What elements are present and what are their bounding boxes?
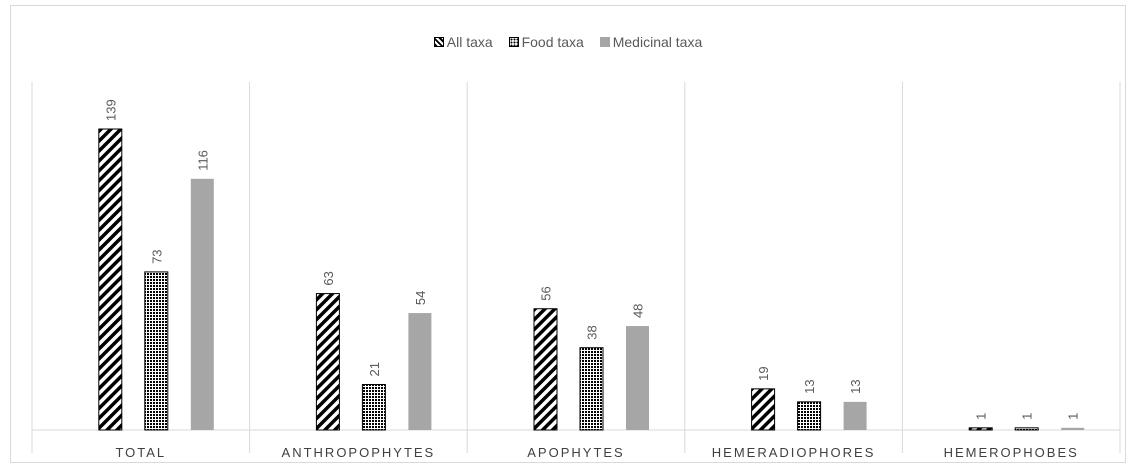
legend-label-food-taxa: Food taxa [521, 34, 584, 50]
legend-item-food-taxa: Food taxa [508, 34, 584, 50]
bar-medicinal-taxa [1061, 427, 1085, 430]
data-label-food-taxa: 73 [149, 249, 164, 263]
bar-all-taxa [751, 388, 776, 431]
data-labels-group: 139 73 116 63 21 54 56 38 48 19 13 13 1 1 1 [103, 99, 1080, 420]
category-label: HEMEROPHOBES [944, 445, 1079, 460]
data-label-medicinal-taxa: 116 [195, 150, 210, 171]
bar-food-taxa [144, 271, 169, 431]
bar-medicinal-taxa [408, 313, 432, 430]
bar-medicinal-taxa [626, 326, 649, 430]
category-label: HEMERADIOPHORES [712, 445, 876, 460]
category-label: ANTHROPOPHYTES [282, 445, 436, 460]
legend-label-medicinal-taxa: Medicinal taxa [612, 34, 703, 50]
data-label-food-taxa: 1 [1020, 413, 1035, 420]
bar-food-taxa [361, 384, 386, 431]
bar-food-taxa [797, 401, 822, 431]
data-label-food-taxa: 38 [585, 325, 600, 339]
data-label-all-taxa: 1 [974, 413, 989, 420]
data-label-all-taxa: 19 [756, 366, 771, 380]
bars-group [98, 128, 1085, 431]
data-label-food-taxa: 21 [367, 362, 382, 376]
bar-food-taxa [579, 347, 604, 431]
bar-all-taxa [98, 128, 123, 431]
data-label-medicinal-taxa: 13 [848, 379, 863, 393]
category-separators [31, 82, 1121, 453]
data-label-medicinal-taxa: 48 [631, 304, 646, 318]
data-label-medicinal-taxa: 1 [1066, 413, 1081, 420]
bar-medicinal-taxa [843, 401, 867, 430]
data-label-medicinal-taxa: 54 [413, 291, 428, 305]
category-labels-group: TOTAL ANTHROPOPHYTES APOPHYTES HEMERADIOPHO… [115, 445, 1079, 460]
data-label-all-taxa: 139 [103, 99, 118, 121]
bar-medicinal-taxa [190, 178, 214, 430]
bar-all-taxa [533, 308, 558, 431]
data-label-all-taxa: 63 [321, 271, 336, 285]
legend-swatch-food-taxa [508, 37, 519, 47]
bar-all-taxa [968, 427, 993, 431]
legend-item-medicinal-taxa: Medicinal taxa [599, 34, 703, 50]
legend-item-all-taxa: All taxa [433, 34, 493, 50]
category-label: TOTAL [115, 445, 166, 460]
category-label: APOPHYTES [527, 445, 624, 460]
data-label-food-taxa: 13 [802, 379, 817, 393]
legend: All taxa Food taxa Medicinal taxa [11, 34, 1125, 50]
legend-swatch-all-taxa [433, 37, 444, 47]
bar-food-taxa [1014, 427, 1039, 431]
data-label-all-taxa: 56 [539, 286, 554, 300]
bar-all-taxa [315, 293, 340, 431]
legend-label-all-taxa: All taxa [446, 34, 493, 50]
legend-swatch-medicinal-taxa [599, 37, 610, 47]
